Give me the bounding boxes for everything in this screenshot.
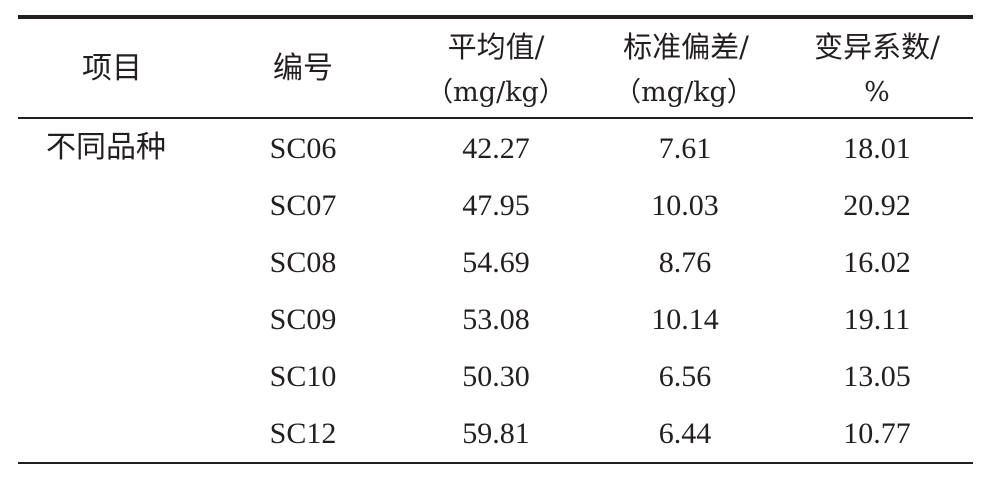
cell-cv: 19.11 — [843, 303, 911, 336]
cell-mean: 53.08 — [462, 303, 530, 336]
cell-sd: 6.56 — [658, 360, 712, 393]
header-item: 项目 — [82, 51, 142, 86]
table-header-rule — [18, 117, 973, 119]
cell-code: SC09 — [269, 303, 337, 336]
cell-code: SC08 — [269, 246, 337, 279]
cell-mean: 47.95 — [462, 189, 530, 222]
table-top-rule — [18, 15, 973, 19]
cell-cv: 18.01 — [843, 132, 911, 165]
group-label: 不同品种 — [46, 130, 166, 165]
cell-sd: 10.14 — [651, 303, 719, 336]
cell-sd: 8.76 — [658, 246, 712, 279]
cell-sd: 6.44 — [658, 417, 712, 450]
cell-cv: 20.92 — [843, 189, 911, 222]
header-mean-line2: （mg/kg） — [426, 77, 566, 108]
cell-code: SC12 — [269, 417, 337, 450]
header-sd-line2: （mg/kg） — [614, 77, 754, 108]
header-sd-line1: 标准偏差/ — [623, 30, 749, 64]
cell-code: SC07 — [269, 189, 337, 222]
header-cv-line1: 变异系数/ — [814, 30, 940, 64]
cell-cv: 10.77 — [843, 417, 911, 450]
cell-cv: 16.02 — [843, 246, 911, 279]
cell-mean: 54.69 — [462, 246, 530, 279]
cell-cv: 13.05 — [843, 360, 911, 393]
header-mean-line1: 平均值/ — [447, 30, 545, 64]
cell-mean: 50.30 — [462, 360, 530, 393]
header-cv-line2: % — [864, 77, 890, 108]
cell-mean: 59.81 — [462, 417, 530, 450]
header-code: 编号 — [273, 51, 333, 86]
cell-sd: 10.03 — [651, 189, 719, 222]
cell-sd: 7.61 — [658, 132, 712, 165]
table-bottom-rule — [18, 462, 973, 464]
cell-code: SC06 — [269, 132, 337, 165]
cell-mean: 42.27 — [462, 132, 530, 165]
cell-code: SC10 — [269, 360, 337, 393]
